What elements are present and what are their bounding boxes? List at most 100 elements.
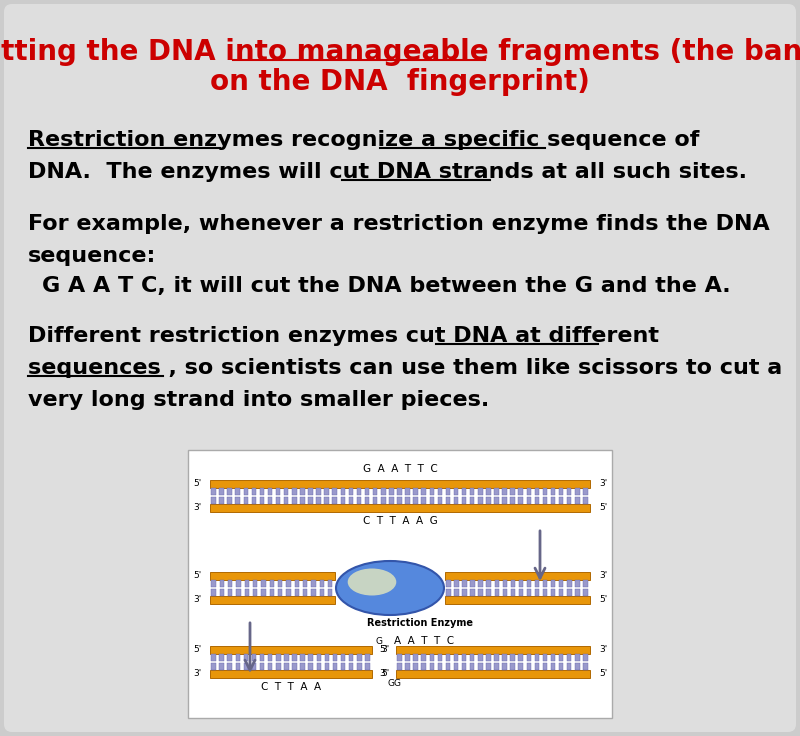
Bar [422,663,426,670]
Bar [502,654,506,661]
Bar [534,497,539,504]
Text: 5': 5' [381,670,389,679]
Bar [276,488,280,495]
Bar [478,497,482,504]
Bar [494,663,498,670]
Bar [438,663,442,670]
Text: very long strand into smaller pieces.: very long strand into smaller pieces. [28,390,490,410]
Bar [454,663,458,670]
Bar [325,497,329,504]
Bar [292,654,297,661]
Text: 5': 5' [379,645,387,654]
Bar [292,663,297,670]
Bar [309,663,313,670]
Text: 5': 5' [193,571,201,581]
Bar [268,497,272,504]
Bar [236,589,241,596]
Text: 3': 3' [379,670,387,679]
Bar [518,497,523,504]
Text: 3': 3' [193,670,201,679]
Bar [567,663,571,670]
Bar [300,663,305,670]
Bar [317,663,321,670]
Bar [219,654,224,661]
Bar [333,663,338,670]
Bar [502,580,507,587]
Bar [430,663,434,670]
Bar [300,488,305,495]
Bar [494,654,498,661]
Text: G: G [394,679,401,688]
Bar [245,580,249,587]
Bar [333,488,337,495]
Text: sequences , so scientists can use them like scissors to cut a: sequences , so scientists can use them l… [28,358,782,378]
Bar [575,663,579,670]
Bar [446,497,450,504]
Bar [550,497,555,504]
Bar [243,488,248,495]
Bar [542,488,547,495]
Text: A  A  T  T  C: A A T T C [394,636,454,646]
Bar [328,580,333,587]
Bar [270,589,274,596]
Bar [260,488,264,495]
Bar [311,580,316,587]
Bar [219,488,224,495]
Bar [292,497,297,504]
Bar [575,654,579,661]
Bar [422,497,426,504]
Bar [559,497,563,504]
Text: DNA.  The enzymes will cut DNA strands at all such sites.: DNA. The enzymes will cut DNA strands at… [28,162,747,182]
Bar [341,654,346,661]
Bar [478,488,482,495]
Bar [268,663,273,670]
Bar [253,580,258,587]
Bar [559,580,563,587]
Bar [502,663,506,670]
Bar [550,488,555,495]
Bar [252,654,256,661]
Bar [422,654,426,661]
Bar [294,589,299,596]
Bar [454,589,458,596]
Bar [381,488,386,495]
Bar [542,663,547,670]
Bar [219,589,224,596]
Bar [510,488,515,495]
Bar [486,497,490,504]
Bar [325,488,329,495]
Text: 3': 3' [193,503,201,512]
Bar [319,589,324,596]
Text: G: G [388,679,395,688]
Bar [470,488,474,495]
Bar [244,663,248,670]
Bar [219,663,224,670]
FancyBboxPatch shape [4,4,796,732]
Bar [245,589,249,596]
Bar [551,580,555,587]
Bar [462,580,467,587]
Bar [319,580,324,587]
Bar [445,596,590,604]
Bar [284,488,289,495]
Bar [357,654,362,661]
Text: G: G [376,637,383,645]
Bar [349,497,353,504]
Bar [462,497,466,504]
Bar [397,488,402,495]
Ellipse shape [336,561,444,615]
Bar [210,670,372,678]
Bar [219,497,224,504]
Bar [550,654,555,661]
Bar [300,497,305,504]
Bar [430,497,434,504]
Bar [446,663,450,670]
Bar [542,654,547,661]
Bar [357,663,362,670]
Bar [462,663,466,670]
Bar [518,589,523,596]
Bar [414,654,418,661]
Text: C  T  T  A  A  G: C T T A A G [362,516,438,526]
Bar [292,488,297,495]
Bar [227,488,232,495]
